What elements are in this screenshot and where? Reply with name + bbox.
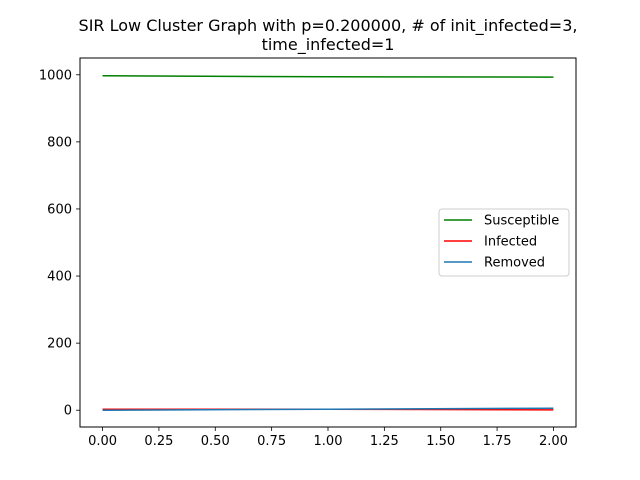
x-tick-label: 0.75 xyxy=(257,434,286,449)
legend-label-removed: Removed xyxy=(484,256,545,271)
y-tick-label: 0 xyxy=(64,404,72,419)
y-tick-label: 600 xyxy=(47,202,72,217)
x-tick-label: 0.50 xyxy=(201,434,230,449)
x-axis: 0.00 0.25 0.50 0.75 1.00 1.25 1.50 1.75 2.00 xyxy=(88,427,568,449)
x-tick-label: 1.25 xyxy=(370,434,399,449)
y-tick-label: 800 xyxy=(47,135,72,150)
series-line-removed xyxy=(102,407,554,411)
series-layer xyxy=(102,75,554,411)
x-tick-label: 1.50 xyxy=(426,434,455,449)
series-line-susceptible xyxy=(102,75,554,78)
y-axis: 0 200 400 600 800 1000 xyxy=(39,68,80,419)
legend-label-infected: Infected xyxy=(484,235,537,250)
x-tick-label: 2.00 xyxy=(539,434,568,449)
y-tick-label: 400 xyxy=(47,270,72,285)
chart-title-line-2: time_infected=1 xyxy=(262,35,395,55)
x-tick-label: 1.75 xyxy=(483,434,512,449)
x-tick-label: 0.00 xyxy=(88,434,117,449)
legend-box xyxy=(438,208,570,277)
y-tick-label: 200 xyxy=(47,337,72,352)
legend-label-susceptible: Susceptible xyxy=(484,214,559,229)
legend: Susceptible Infected Removed xyxy=(438,208,570,277)
y-tick-label: 1000 xyxy=(39,68,72,83)
chart-title-line-1: SIR Low Cluster Graph with p=0.200000, #… xyxy=(79,16,578,36)
x-tick-label: 0.25 xyxy=(144,434,173,449)
x-tick-label: 1.00 xyxy=(314,434,343,449)
